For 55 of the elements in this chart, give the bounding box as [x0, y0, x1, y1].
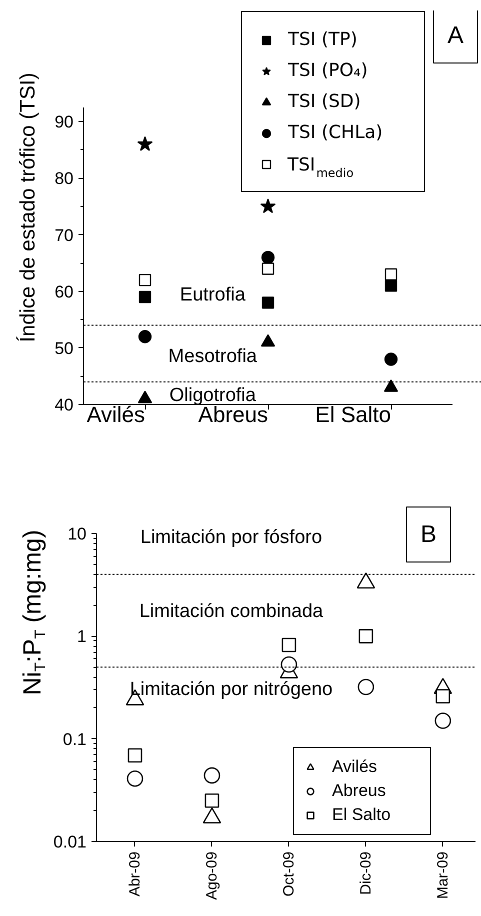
legend-label: Abreus [332, 780, 387, 802]
y-tick-label: 70 [54, 226, 74, 245]
y-tick-label: 90 [54, 112, 74, 132]
x-tick-label: Oct-09 [280, 852, 298, 897]
legend-label: TSI (PO₄) [288, 59, 369, 83]
y-tick-label: 1 [77, 627, 87, 646]
y-axis-title: Índice de estado trófico (TSI) [16, 72, 40, 342]
x-tick-label: Dic-09 [357, 851, 374, 895]
legend-label: El Salto [332, 804, 392, 826]
y-tick-label: 40 [54, 396, 74, 414]
point [204, 793, 220, 808]
point [204, 767, 220, 784]
y-tick-label: 0.1 [62, 730, 87, 749]
annotation: Eutrofia [180, 284, 246, 306]
y-tick-label: 50 [54, 338, 74, 358]
y-axis-title: NiT:PT (mg:mg) [18, 530, 49, 696]
annotation: Mesotrofia [168, 346, 258, 367]
x-tick-label: El Salto [315, 402, 392, 427]
annotation: Limitación combinada [139, 600, 324, 622]
y-tick-label: 10 [68, 524, 87, 544]
x-tick-label: Mar-09 [434, 851, 452, 900]
point [384, 268, 398, 280]
point [280, 656, 298, 673]
y-tick-label: 80 [54, 169, 74, 188]
point [126, 770, 144, 787]
point [260, 198, 276, 214]
point [358, 629, 374, 644]
point [138, 274, 152, 286]
point [261, 250, 275, 264]
point [262, 296, 274, 309]
point [384, 280, 398, 292]
x-tick-label: Abr-09 [126, 851, 144, 897]
point [138, 290, 152, 304]
legend-label: TSI (CHLa) [288, 121, 384, 145]
annotation: B [420, 521, 437, 548]
x-tick-label: Ago-09 [203, 851, 220, 900]
point [138, 330, 152, 344]
annotation: Oligotrofia [169, 384, 256, 406]
point [434, 712, 452, 729]
point [358, 678, 374, 696]
y-tick-label: 0.01 [53, 832, 87, 852]
x-tick-label: Avilés [86, 402, 146, 427]
legend-label: Avilés [332, 756, 378, 778]
point [282, 638, 296, 652]
annotation: Limitación por fósforo [140, 527, 322, 548]
text: A [447, 22, 464, 49]
point [137, 136, 153, 151]
point [384, 352, 398, 366]
point [436, 689, 450, 704]
point [262, 262, 274, 275]
legend-label: TSI (SD) [288, 90, 362, 114]
annotation: Limitación por nitrógeno [130, 679, 333, 700]
y-tick-label: 60 [54, 282, 74, 302]
legend-label: TSI (TP) [288, 28, 358, 52]
point [128, 748, 142, 763]
